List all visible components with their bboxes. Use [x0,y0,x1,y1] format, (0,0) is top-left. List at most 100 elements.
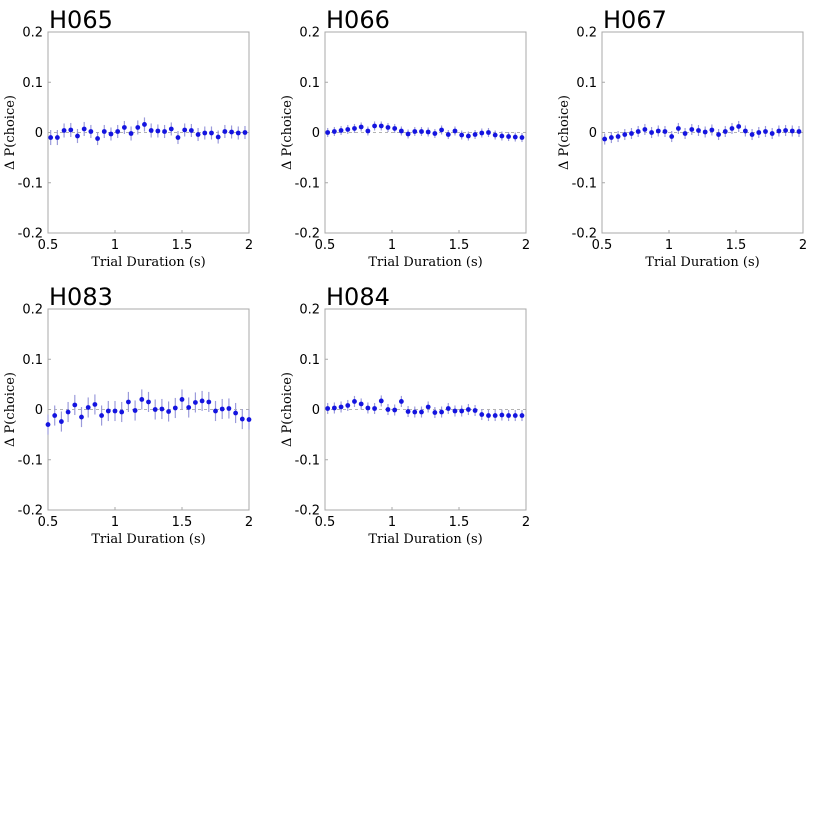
data-point [105,408,111,414]
data-point [219,406,225,412]
panel-h083: H083 -0.2 -0.1 0 0.1 0.2 0.5 1 1.5 2 Trial Duratio… [3,283,253,547]
data-point [135,125,141,130]
x-tick-label: 2 [799,238,807,253]
data-point [465,133,471,139]
data-point [81,126,87,132]
data-point [199,398,205,404]
data-point [783,128,788,133]
data-point [128,131,134,136]
y-axis-label: Δ P(choice) [280,372,295,447]
data-point [649,130,654,135]
x-tick-label: 1.5 [449,515,470,530]
panel-title: H083 [49,283,113,311]
y-tick-label: 0.2 [299,303,320,318]
y-tick-label: -0.2 [18,227,43,242]
data-point [65,409,71,415]
data-point [108,131,114,137]
y-tick-label: 0.2 [576,26,597,41]
data-point [722,129,728,134]
data-point [372,406,377,411]
data-point [486,413,491,418]
y-axis-label: Δ P(choice) [3,372,18,447]
data-point [682,131,688,136]
data-point [372,123,377,129]
data-point [412,409,418,415]
x-tick-label: 2 [522,238,530,253]
data-point [95,136,100,141]
x-tick-label: 1 [111,238,119,253]
data-point [736,124,742,129]
data-point [72,402,78,408]
data-point [193,400,198,405]
data-point [115,129,121,134]
y-tick-label: 0 [35,126,43,141]
x-axis-label: Trial Duration (s) [645,255,759,270]
y-tick-label: -0.1 [295,453,320,468]
data-point [246,417,252,422]
data-point [242,130,248,135]
data-point [432,410,438,415]
data-point [352,399,357,404]
data-point [629,131,634,136]
data-point [358,401,364,407]
y-tick-label: -0.2 [18,504,43,519]
data-point [166,409,172,414]
y-tick-label: 0.2 [22,26,43,41]
data-point [358,124,364,130]
data-point [345,403,351,408]
x-tick-label: 1.5 [172,238,193,253]
x-tick-label: 0.5 [315,515,336,530]
x-axis-label: Trial Duration (s) [368,532,482,547]
data-point [88,129,94,134]
data-point [749,132,755,137]
data-point [222,129,228,134]
data-point [79,414,84,420]
data-point [452,128,458,134]
y-tick-label: 0.1 [299,353,320,368]
x-tick-label: 2 [245,238,253,253]
data-point [425,404,431,410]
data-point [709,127,715,133]
x-axis-label: Trial Duration (s) [368,255,482,270]
panel-title: H065 [49,6,113,34]
data-point [148,128,154,133]
data-point [492,132,498,138]
data-point [669,134,675,139]
y-tick-label: 0 [312,126,320,141]
y-axis-label: Δ P(choice) [557,95,572,170]
panel-title: H067 [603,6,667,34]
y-tick-label: -0.2 [295,504,320,519]
data-point [101,129,107,134]
data-point [59,419,64,424]
data-point [385,125,391,130]
data-point [213,408,218,414]
data-point [168,126,174,132]
data-point [68,127,74,133]
data-point [233,410,239,416]
data-point [445,406,451,411]
data-point [789,128,795,134]
data-point [209,130,214,136]
data-point [226,406,232,411]
data-point [763,129,768,134]
x-axis-label: Trial Duration (s) [91,532,205,547]
data-point [512,413,518,418]
data-point [499,412,505,418]
data-point [479,130,485,136]
y-tick-label: -0.2 [572,227,597,242]
data-point [61,128,67,133]
data-point [506,134,511,139]
x-tick-label: 0.5 [38,515,59,530]
data-point [445,132,451,137]
data-point [45,422,51,427]
y-tick-label: 0.2 [299,26,320,41]
y-tick-label: 0.1 [22,76,43,91]
data-point [696,128,701,133]
data-point [662,129,668,134]
panel-h065: H065 -0.2 -0.1 0 0.1 0.2 0.5 1 1.5 2 Trial Duratio… [3,6,253,270]
data-point [459,132,465,138]
y-tick-label: -0.1 [18,453,43,468]
data-point [398,399,404,404]
data-point [352,126,357,131]
data-point [452,408,458,414]
